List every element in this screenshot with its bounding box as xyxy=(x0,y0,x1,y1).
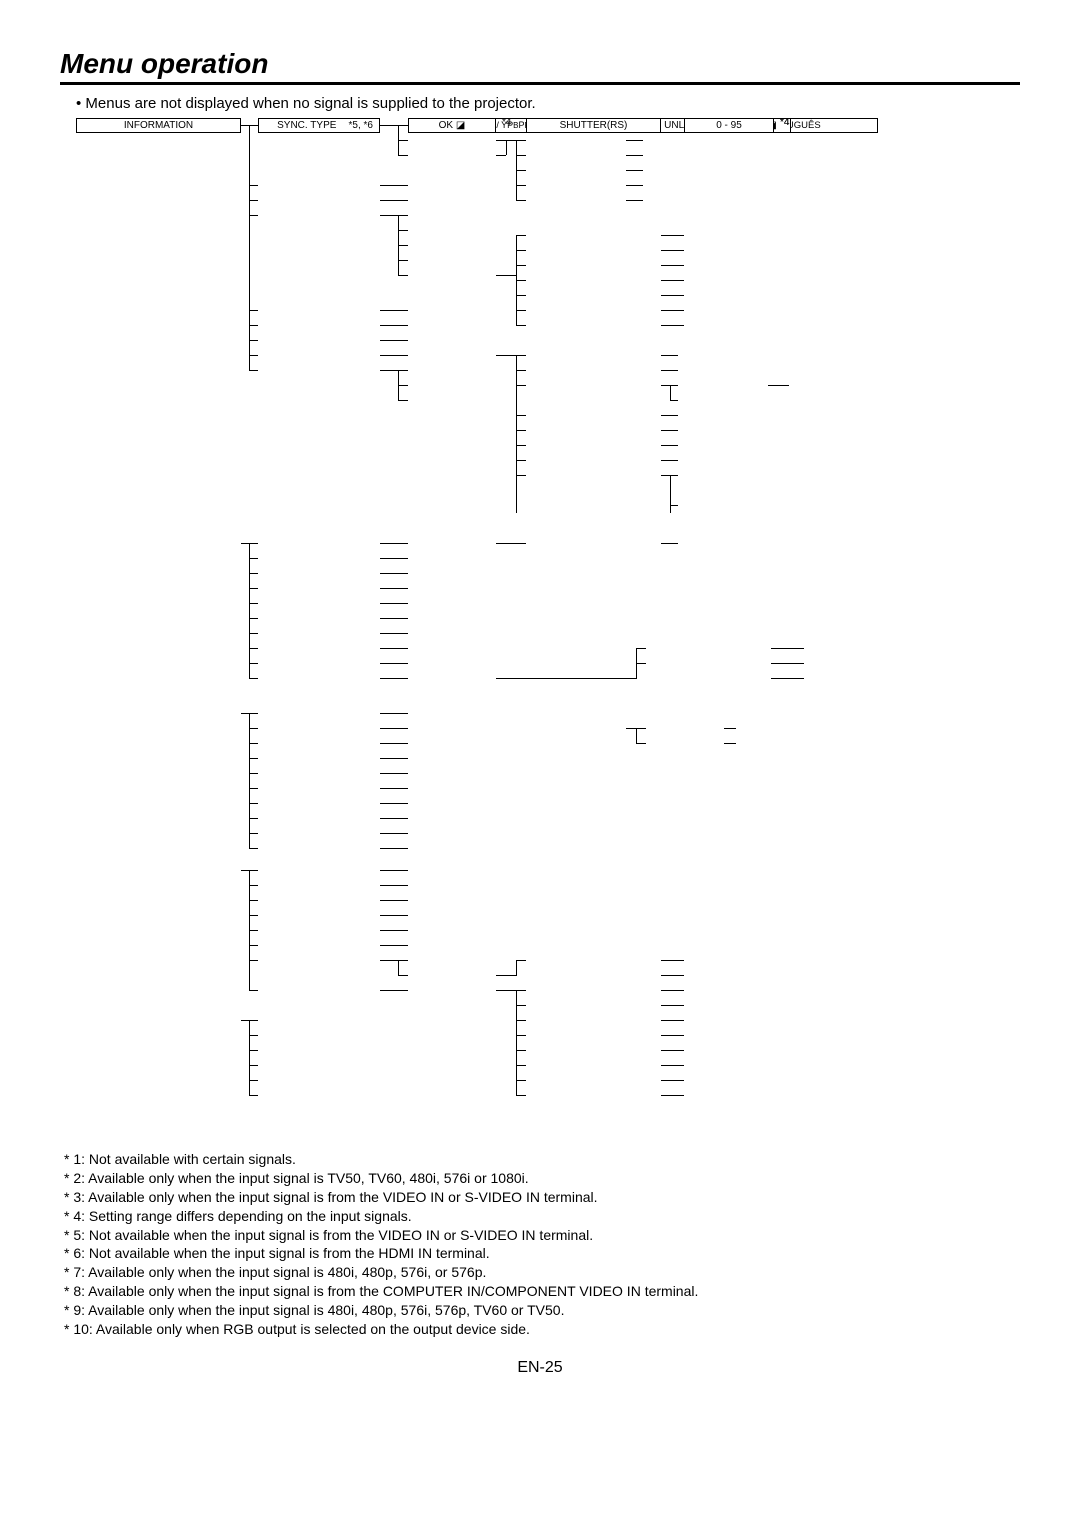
menu-information: INFORMATION xyxy=(76,118,241,133)
val-ok-user: OK ◪ xyxy=(408,118,496,133)
val-0-95b: 0 - 95 xyxy=(684,118,774,133)
footnote-2: * 2: Available only when the input signa… xyxy=(64,1169,1020,1188)
page-title: Menu operation xyxy=(60,48,1020,85)
footnote-4: * 4: Setting range differs depending on … xyxy=(64,1207,1020,1226)
footnote-5: * 5: Not available when the input signal… xyxy=(64,1226,1020,1245)
footnote-1: * 1: Not available with certain signals. xyxy=(64,1150,1020,1169)
footnote-10: * 10: Available only when RGB output is … xyxy=(64,1320,1020,1339)
note-star4-os: *4 xyxy=(502,118,511,128)
intro-text: Menus are not displayed when no signal i… xyxy=(76,95,1020,112)
note-star4-cw: *4 xyxy=(780,118,789,128)
footnote-7: * 7: Available only when the input signa… xyxy=(64,1263,1020,1282)
footnote-6: * 6: Not available when the input signal… xyxy=(64,1244,1020,1263)
item-sync-type: SYNC. TYPE*5, *6 xyxy=(258,118,380,133)
footnote-3: * 3: Available only when the input signa… xyxy=(64,1188,1020,1207)
footnote-9: * 9: Available only when the input signa… xyxy=(64,1301,1020,1320)
opt-shutter-rs: SHUTTER(RS) xyxy=(526,118,661,133)
menu-tree: IMAGE INSTALLATION FEATURE SIGNAL INFORM… xyxy=(64,118,1020,1138)
page-number: EN-25 xyxy=(60,1359,1020,1377)
footnote-8: * 8: Available only when the input signa… xyxy=(64,1282,1020,1301)
footnotes: * 1: Not available with certain signals.… xyxy=(60,1150,1020,1339)
